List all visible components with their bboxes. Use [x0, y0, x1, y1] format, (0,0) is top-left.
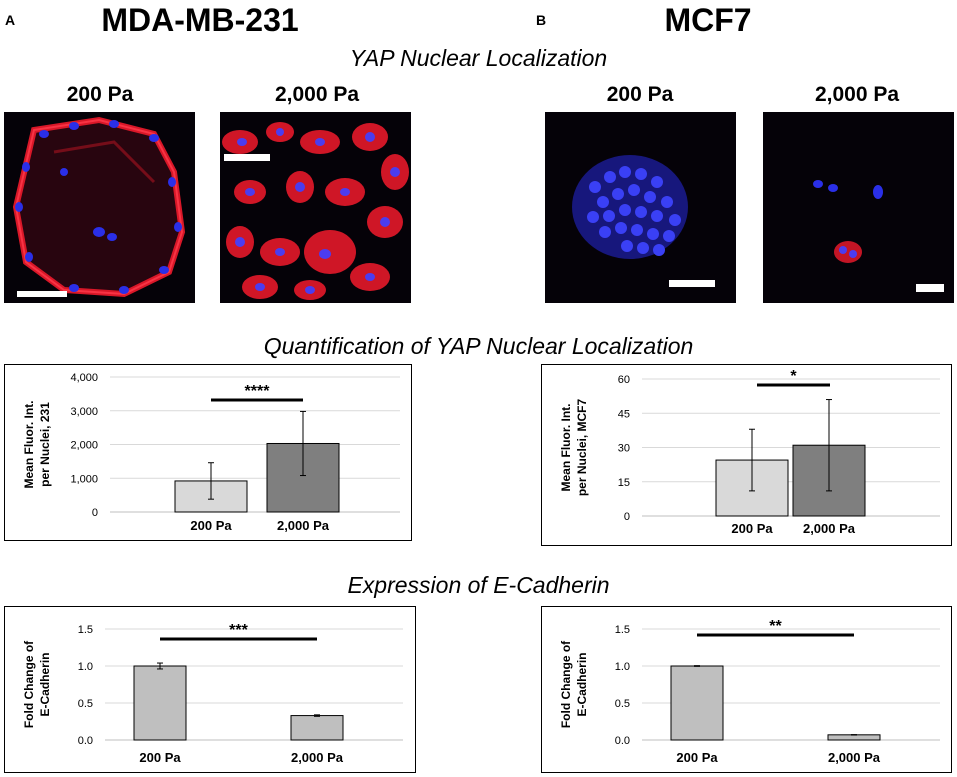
x-category-label: 200 Pa: [676, 750, 718, 765]
cell-line-title-a: MDA-MB-231: [101, 2, 299, 38]
y-tick-label: 30: [618, 443, 630, 455]
y-axis-label: Fold Change of: [559, 640, 573, 728]
y-tick-label: 1.0: [615, 661, 630, 673]
panel-letter-b: B: [536, 12, 547, 28]
y-tick-label: 0: [92, 507, 98, 519]
bar: [133, 665, 187, 741]
y-tick-label: 0.0: [615, 735, 630, 747]
y-tick-label: 3,000: [70, 406, 98, 418]
image-label-b-2000: 2,000 Pa: [814, 83, 900, 106]
y-tick-label: 1.5: [78, 624, 93, 636]
significance-stars: **: [769, 618, 782, 635]
y-tick-label: 45: [618, 408, 630, 420]
y-tick-label: 2,000: [70, 440, 98, 452]
x-category-label: 200 Pa: [139, 750, 181, 765]
chart-yap-mcf7: 0 15 30 45 60 Mean Fluor. Int. per Nuclei, MCF…: [559, 368, 940, 536]
y-tick-label: 60: [618, 374, 630, 386]
micrograph-mcf7-2000pa: [763, 112, 954, 303]
section-title-yap: YAP Nuclear Localization: [349, 45, 608, 71]
y-axis-label: E-Cadherin: [38, 652, 52, 716]
y-tick-label: 0.5: [78, 698, 93, 710]
y-tick-label: 0.5: [615, 698, 630, 710]
chart-ecad-231: 0.0 0.5 1.0 1.5 Fold Change of E-Cadherin 200 …: [22, 622, 403, 765]
chart-yap-231-box: 0 1,000 2,000 3,000 4,000 Mean Fluor. Int. per…: [4, 364, 412, 541]
y-axis-label: Fold Change of: [22, 640, 36, 728]
y-axis-label: Mean Fluor. Int.: [559, 403, 573, 491]
micrograph-mcf7-200pa: [545, 112, 736, 303]
chart-ecad-mcf7-box: 0.0 0.5 1.0 1.5 Fold Change of E-Cadherin 200 …: [541, 606, 952, 773]
chart-yap-mcf7-box: 0 15 30 45 60 Mean Fluor. Int. per Nuclei, MCF…: [541, 364, 952, 546]
image-label-b-200: 200 Pa: [606, 83, 674, 106]
significance-stars: *: [790, 368, 797, 385]
y-tick-label: 4,000: [70, 372, 98, 384]
significance-stars: ***: [229, 622, 248, 639]
x-category-label: 200 Pa: [190, 518, 232, 533]
significance-stars: ****: [245, 383, 271, 400]
cell-line-title-b: MCF7: [664, 2, 752, 38]
y-axis-label: per Nuclei, 231: [38, 402, 52, 487]
panel-letter-a: A: [5, 12, 16, 28]
y-tick-label: 0: [624, 511, 630, 523]
x-category-label: 2,000 Pa: [803, 521, 856, 536]
x-category-label: 2,000 Pa: [277, 518, 330, 533]
chart-ecad-231-box: 0.0 0.5 1.0 1.5 Fold Change of E-Cadherin 200 …: [4, 606, 416, 773]
y-tick-label: 0.0: [78, 735, 93, 747]
chart-yap-231: 0 1,000 2,000 3,000 4,000 Mean Fluor. Int. per…: [22, 372, 400, 533]
x-category-label: 2,000 Pa: [828, 750, 881, 765]
x-category-label: 2,000 Pa: [291, 750, 344, 765]
image-label-a-2000: 2,000 Pa: [274, 83, 360, 106]
micrograph-231-2000pa: [220, 112, 411, 303]
bar: [290, 715, 344, 741]
y-axis-label: per Nuclei, MCF7: [575, 399, 589, 497]
bar: [670, 665, 724, 741]
y-tick-label: 1.5: [615, 624, 630, 636]
y-axis-label: Mean Fluor. Int.: [22, 400, 36, 488]
bar: [827, 734, 881, 741]
y-tick-label: 1.0: [78, 661, 93, 673]
y-tick-label: 15: [618, 477, 630, 489]
y-axis-label: E-Cadherin: [575, 652, 589, 716]
x-category-label: 200 Pa: [731, 521, 773, 536]
section-title-ecad: Expression of E-Cadherin: [347, 572, 610, 598]
chart-ecad-mcf7: 0.0 0.5 1.0 1.5 Fold Change of E-Cadherin 200 …: [559, 618, 940, 765]
micrograph-231-200pa: [4, 112, 195, 303]
image-label-a-200: 200 Pa: [66, 83, 134, 106]
section-title-quant: Quantification of YAP Nuclear Localizati…: [263, 333, 694, 359]
y-tick-label: 1,000: [70, 473, 98, 485]
